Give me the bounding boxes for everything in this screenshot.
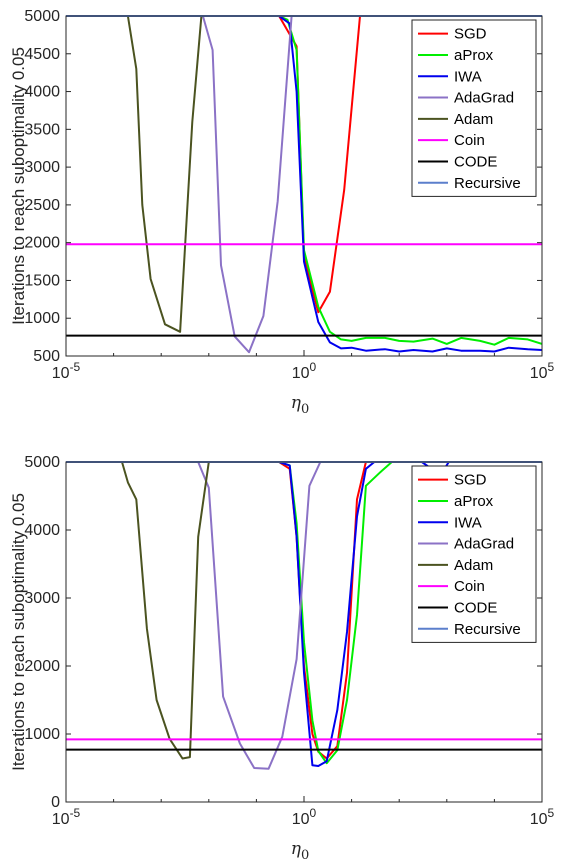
y-tick-label: 5000	[24, 454, 60, 471]
legend-label: aProx	[454, 493, 494, 510]
x-tick-label: 10-5	[52, 360, 81, 382]
legend: SGD aProx IWA AdaGrad Adam Coin CODE Recursive	[411, 19, 537, 197]
y-tick-label: 1000	[24, 310, 60, 327]
legend-label: IWA	[454, 68, 482, 85]
chart-panel-1: 500 1000 1500 2000 2500 3000 3500 4000 4500 5000 1…	[9, 8, 555, 417]
legend-entry-adam: Adam	[418, 557, 493, 574]
y-tick-label: 3500	[24, 121, 60, 138]
y-tick-label: 2000	[24, 235, 60, 252]
x-tick-label: 10-5	[52, 806, 81, 828]
legend-label: AdaGrad	[454, 536, 514, 553]
y-tick-label: 3000	[24, 590, 60, 607]
legend-label: Recursive	[454, 621, 521, 638]
x-tick-label: 105	[530, 806, 555, 828]
y-tick-label: 1000	[24, 726, 60, 743]
legend-entry-code: CODE	[418, 599, 497, 616]
legend-label: SGD	[454, 26, 487, 43]
x-tick-label: 100	[292, 806, 317, 828]
legend-entry-recursive: Recursive	[418, 621, 521, 638]
legend-label: AdaGrad	[454, 90, 514, 107]
legend-entry-recursive: Recursive	[418, 175, 521, 192]
legend-label: Coin	[454, 578, 485, 595]
y-tick-label: 1500	[24, 272, 60, 289]
series-line-iwa	[208, 15, 542, 353]
legend-entry-code: CODE	[418, 153, 497, 170]
legend-entry-adagrad: AdaGrad	[418, 90, 514, 107]
y-tick-label: 3000	[24, 159, 60, 176]
legend-entry-aprox: aProx	[418, 47, 494, 64]
y-tick-label: 5000	[24, 8, 60, 25]
y-tick-label: 4000	[24, 522, 60, 539]
x-tick-label: 105	[530, 360, 555, 382]
legend-entry-aprox: aProx	[418, 493, 494, 510]
legend-entry-adagrad: AdaGrad	[418, 536, 514, 553]
y-tick-label: 2000	[24, 658, 60, 675]
legend-label: Coin	[454, 132, 485, 149]
x-tick-label: 100	[292, 360, 317, 382]
legend-entry-sgd: SGD	[418, 472, 487, 489]
chart-panel-2: 0 1000 2000 3000 4000 5000 10-5 100 105 η0 Iterati…	[9, 454, 555, 863]
legend-entry-iwa: IWA	[418, 514, 482, 531]
series-line-adagrad	[66, 461, 542, 770]
legend-entry-sgd: SGD	[418, 26, 487, 43]
legend-label: Recursive	[454, 175, 521, 192]
legend-label: aProx	[454, 47, 494, 64]
y-tick-label: 2500	[24, 197, 60, 214]
legend-label: IWA	[454, 514, 482, 531]
legend-label: Adam	[454, 111, 493, 128]
y-axis-label: Iterations to reach suboptimality 0.05	[9, 493, 28, 771]
y-tick-label: 4500	[24, 46, 60, 63]
legend-label: CODE	[454, 599, 497, 616]
legend-box	[411, 465, 537, 643]
legend-entry-coin: Coin	[418, 132, 485, 149]
legend: SGD aProx IWA AdaGrad Adam Coin CODE Recursive	[411, 465, 537, 643]
legend-box	[411, 19, 537, 197]
x-axis-label: η0	[291, 839, 309, 863]
legend-entry-coin: Coin	[418, 578, 485, 595]
y-tick-label: 0	[51, 794, 60, 811]
y-axis-label: Iterations to reach suboptimality 0.05	[9, 47, 28, 325]
legend-label: SGD	[454, 472, 487, 489]
legend-label: CODE	[454, 153, 497, 170]
y-tick-label: 500	[33, 348, 60, 365]
series-line-aprox	[208, 15, 542, 346]
legend-entry-iwa: IWA	[418, 68, 482, 85]
legend-label: Adam	[454, 557, 493, 574]
y-tick-label: 4000	[24, 84, 60, 101]
x-axis-label: η0	[291, 393, 309, 417]
legend-entry-adam: Adam	[418, 111, 493, 128]
